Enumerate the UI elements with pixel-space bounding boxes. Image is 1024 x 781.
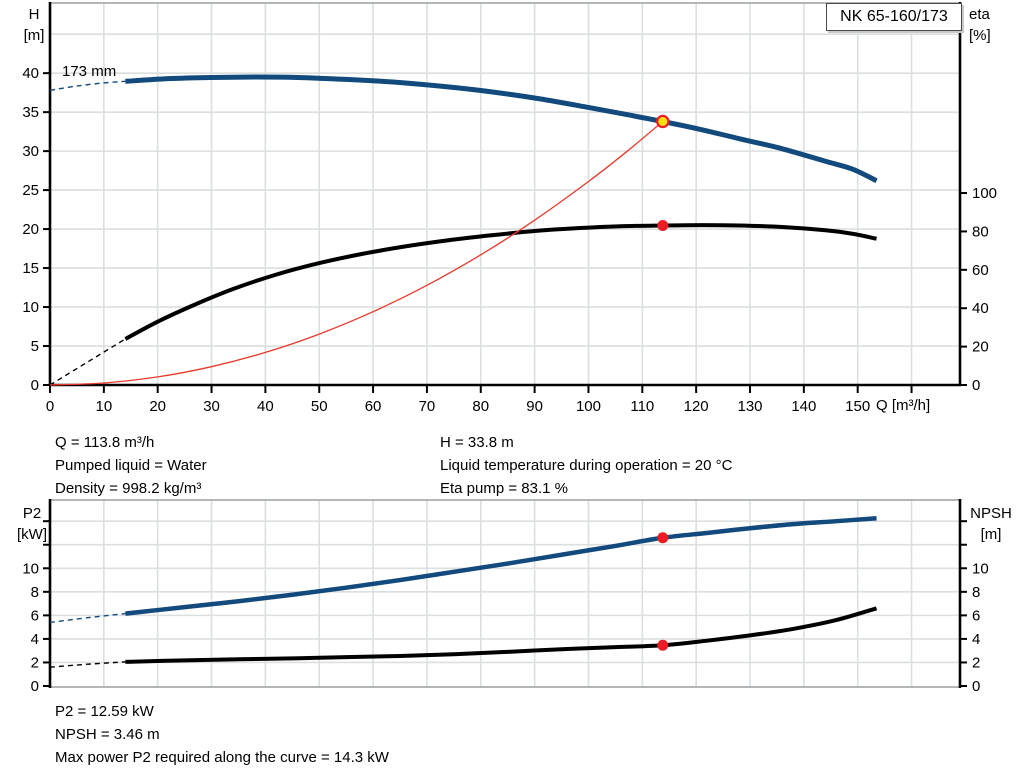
tick-label: 20 xyxy=(22,221,39,238)
eta-curve-extension xyxy=(49,338,126,386)
result-block-left: Q = 113.8 m³/h Pumped liquid = Water Den… xyxy=(55,431,207,500)
tick-label: 150 xyxy=(845,398,870,415)
p2-axis-label: P2 [kW] xyxy=(9,503,55,545)
npsh-curve-extension xyxy=(49,661,126,668)
tick-label: 30 xyxy=(22,143,39,160)
pump-type-box: NK 65-160/173 xyxy=(826,3,962,31)
eta-axis-unit: [%] xyxy=(969,27,991,44)
tick-label: 0 xyxy=(31,377,39,394)
tick-label: 70 xyxy=(419,398,436,415)
tick-label: 10 xyxy=(22,560,39,577)
p2-axis-unit: [kW] xyxy=(17,526,47,543)
result-block-bottom: P2 = 12.59 kW NPSH = 3.46 m Max power P2… xyxy=(55,700,389,769)
tick-label: 120 xyxy=(684,398,709,415)
tick-label: 2 xyxy=(31,654,39,671)
eta-curve[interactable] xyxy=(124,223,877,341)
tick-label: 8 xyxy=(31,584,39,601)
tick-label: 10 xyxy=(22,299,39,316)
tick-label: 60 xyxy=(365,398,382,415)
tick-label: 5 xyxy=(31,338,39,355)
npsh-axis-unit: [m] xyxy=(980,526,1002,543)
p2-point[interactable] xyxy=(657,532,669,544)
eta-axis-symbol: eta xyxy=(969,6,990,23)
tick-label: 40 xyxy=(257,398,274,415)
p2-npsh-chart: 0 2 4 6 8 10 0 2 4 6 8 10 xyxy=(22,499,989,695)
tick-label: 130 xyxy=(737,398,762,415)
tick-label: 0 xyxy=(972,678,980,695)
result-density: Density = 998.2 kg/m³ xyxy=(55,480,202,497)
tick-label: 110 xyxy=(630,398,654,415)
result-eta: Eta pump = 83.1 % xyxy=(440,480,568,497)
tick-label: 6 xyxy=(972,607,980,624)
head-curve[interactable] xyxy=(125,74,878,184)
tick-label: 90 xyxy=(526,398,543,415)
npsh-axis-symbol: NPSH xyxy=(970,505,1012,522)
eta-axis-label: eta [%] xyxy=(969,4,1021,46)
tick-label: 15 xyxy=(22,260,39,277)
result-liquid: Pumped liquid = Water xyxy=(55,457,207,474)
result-temperature: Liquid temperature during operation = 20… xyxy=(440,457,733,474)
impeller-diameter-label: 173 mm xyxy=(62,63,117,80)
system-curve[interactable] xyxy=(49,121,664,386)
tick-label: 20 xyxy=(972,339,989,356)
tick-label: 6 xyxy=(31,607,39,624)
npsh-curve[interactable] xyxy=(125,606,878,664)
tick-label: 80 xyxy=(972,223,989,240)
tick-label: 4 xyxy=(972,631,980,648)
head-curve-extension xyxy=(49,80,126,92)
eta-point[interactable] xyxy=(657,219,669,231)
tick-label: 10 xyxy=(972,560,989,577)
result-npsh: NPSH = 3.46 m xyxy=(55,726,160,743)
npsh-point[interactable] xyxy=(657,639,669,651)
p2-curve-extension xyxy=(49,612,126,624)
tick-label: 25 xyxy=(22,182,39,199)
tick-label: 4 xyxy=(31,631,39,648)
result-block-right: H = 33.8 m Liquid temperature during ope… xyxy=(440,431,732,500)
tick-label: 0 xyxy=(31,678,39,695)
h-axis-symbol: H xyxy=(28,6,40,23)
tick-label: 50 xyxy=(311,398,328,415)
tick-label: 0 xyxy=(972,377,980,394)
tick-label: 2 xyxy=(972,654,980,671)
result-p2: P2 = 12.59 kW xyxy=(55,703,154,720)
tick-label: 80 xyxy=(472,398,489,415)
tick-label: 60 xyxy=(972,262,989,279)
tick-label: 20 xyxy=(149,398,166,415)
npsh-axis-label: NPSH [m] xyxy=(962,503,1020,545)
tick-label: 40 xyxy=(972,300,989,317)
p2-axis-symbol: P2 xyxy=(22,505,42,522)
p2-curve[interactable] xyxy=(125,516,877,616)
qh-eta-chart: 0 10 20 30 40 50 60 70 80 90 100 110 120 130 140 150051… xyxy=(22,2,997,415)
tick-label: 140 xyxy=(791,398,816,415)
h-axis-label: H [m] xyxy=(13,4,55,46)
duty-point[interactable] xyxy=(656,114,670,129)
tick-label: 35 xyxy=(22,104,39,121)
tick-label: 30 xyxy=(203,398,220,415)
tick-label: 8 xyxy=(972,584,980,601)
tick-label: 0 xyxy=(46,398,54,415)
result-q: Q = 113.8 m³/h xyxy=(55,434,155,451)
result-p2max: Max power P2 required along the curve = … xyxy=(55,749,389,766)
tick-label: 10 xyxy=(96,398,113,415)
tick-label: 100 xyxy=(576,398,601,415)
result-h: H = 33.8 m xyxy=(440,434,514,451)
h-axis-unit: [m] xyxy=(23,27,45,44)
q-axis-label: Q [m³/h] xyxy=(876,397,931,414)
tick-label: 100 xyxy=(972,185,997,202)
tick-label: 40 xyxy=(22,65,39,82)
